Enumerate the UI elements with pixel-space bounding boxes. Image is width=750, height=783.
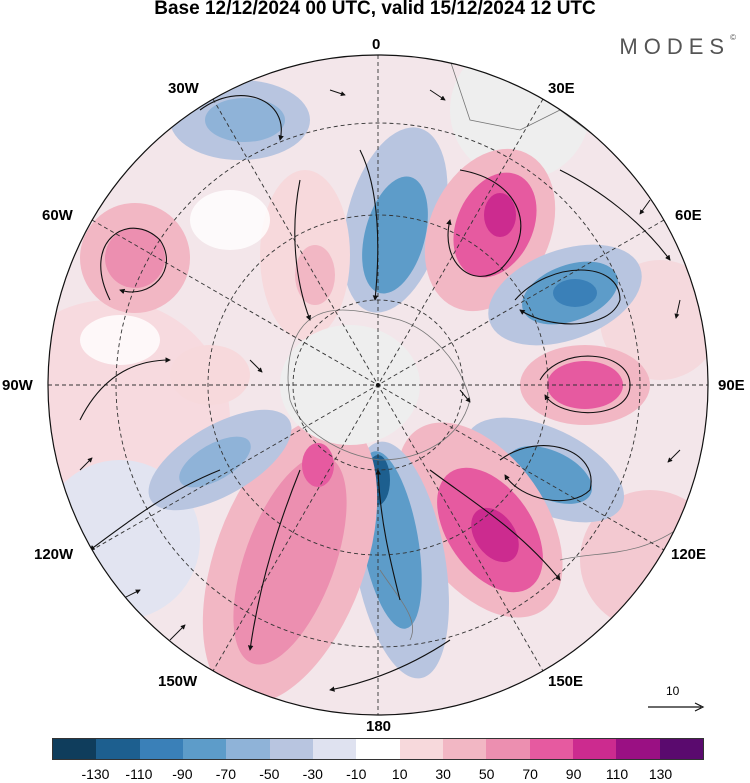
colorbar-segment <box>399 739 443 759</box>
colorbar-tick-label: -110 <box>125 766 153 782</box>
lon-label-150w: 150W <box>158 673 198 690</box>
colorbar-tick-label: 50 <box>478 766 495 782</box>
colorbar-tick-label: -90 <box>172 766 193 782</box>
colorbar <box>52 738 704 760</box>
lon-label-120w: 120W <box>34 546 74 563</box>
colorbar-segment <box>529 739 573 759</box>
colorbar-tick-label: -70 <box>215 766 236 782</box>
lon-label-150e: 150E <box>548 673 584 690</box>
colorbar-segment <box>616 739 660 759</box>
reference-vector: 10 <box>646 684 706 714</box>
map-title: Base 12/12/2024 00 UTC, valid 15/12/2024… <box>154 0 596 19</box>
colorbar-tick-label: -30 <box>302 766 323 782</box>
lon-label-120e: 120E <box>671 546 707 563</box>
colorbar-tick-label: -10 <box>346 766 367 782</box>
lon-label-90e: 90E <box>718 377 745 394</box>
lon-label-30w: 30W <box>168 80 199 97</box>
lon-label-60w: 60W <box>42 207 73 224</box>
lon-label-30e: 30E <box>548 80 575 97</box>
colorbar-tick-label: -130 <box>81 766 110 782</box>
colorbar-segment <box>486 739 530 759</box>
colorbar-segment <box>659 739 703 759</box>
colorbar-segment <box>226 739 270 759</box>
colorbar-segment <box>442 739 487 759</box>
wind-streamlines <box>79 95 671 692</box>
colorbar-tick-label: 10 <box>391 766 408 782</box>
colorbar-segment <box>182 739 227 759</box>
lon-label-90w: 90W <box>2 377 33 394</box>
colorbar-tick-label: 130 <box>648 766 673 782</box>
colorbar-tick-label: -50 <box>259 766 280 782</box>
colorbar-segment <box>356 739 400 759</box>
colorbar-tick-label: 90 <box>565 766 582 782</box>
lon-label-0: 0 <box>372 36 381 53</box>
colorbar-segment <box>139 739 183 759</box>
south-pole-marker <box>376 383 380 387</box>
colorbar-tick-label: 70 <box>522 766 538 782</box>
colorbar-segment <box>53 739 97 759</box>
colorbar-tick-label: 30 <box>435 766 451 782</box>
colorbar-segment <box>572 739 617 759</box>
lon-label-60e: 60E <box>675 207 702 224</box>
lon-label-180: 180 <box>366 718 392 735</box>
colorbar-segment <box>96 739 140 759</box>
map-boundary <box>47 54 709 716</box>
colorbar-segment <box>269 739 313 759</box>
colorbar-segment <box>312 739 357 759</box>
colorbar-tick-label: 110 <box>605 766 629 782</box>
modes-logo: MODES© <box>619 32 736 59</box>
anomaly-field <box>48 55 708 715</box>
reference-vector-label: 10 <box>666 684 680 698</box>
